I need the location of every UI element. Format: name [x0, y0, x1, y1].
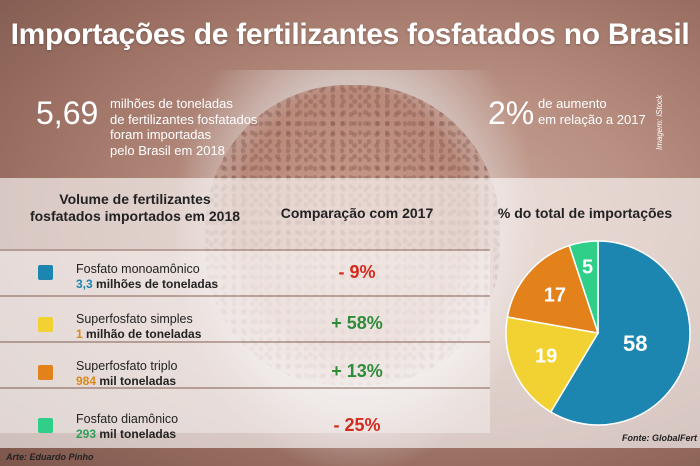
row-divider — [0, 295, 490, 297]
product-name: Superfosfato simples — [76, 312, 193, 326]
row-background — [0, 297, 490, 341]
header-volume-line: Volume de fertilizantes — [59, 191, 211, 207]
amount-number: 1 — [76, 327, 83, 341]
pie-value-label: 19 — [535, 346, 557, 368]
row-divider — [0, 249, 490, 251]
row-divider — [0, 387, 490, 389]
pie-value-label: 17 — [544, 285, 566, 307]
pie-slice-simple-superphosphate — [505, 316, 600, 413]
increase-value: 2% — [488, 95, 535, 131]
product-name: Fosfato monoamônico — [76, 262, 200, 276]
product-amount: 984 mil toneladas — [76, 374, 176, 388]
pie-slice-diammonium — [568, 240, 599, 334]
source-credit: Fonte: GlobalFert — [622, 433, 697, 443]
header-volume-line: fosfatados importados em 2018 — [29, 208, 241, 224]
amount-number: 293 — [76, 427, 97, 441]
legend-swatch-monoammonium — [38, 265, 53, 280]
share-pie-chart: 58 19 17 5 — [505, 240, 691, 426]
total-text-line: pelo Brasil em 2018 — [110, 142, 225, 158]
product-amount: 3,3 milhões de toneladas — [76, 277, 218, 291]
header-comparison: Comparação com 2017 — [280, 205, 434, 221]
art-credit: Arte: Eduardo Pinho — [6, 452, 94, 462]
header-volume: Volume de fertilizantes fosfatados impor… — [10, 191, 260, 225]
amount-unit: milhão de toneladas — [82, 327, 202, 341]
amount-unit: mil toneladas — [96, 374, 177, 388]
total-text-line: foram importadas — [110, 127, 212, 142]
row-background — [0, 343, 490, 387]
row-background — [0, 251, 490, 295]
total-imports-text: milhões de toneladas de fertilizantes fo… — [110, 96, 257, 158]
total-text-line: milhões de toneladas — [110, 96, 233, 111]
increase-text-line: em relação a 2017 — [538, 111, 646, 127]
amount-number: 3,3 — [76, 277, 93, 291]
product-amount: 1 milhão de toneladas — [76, 327, 201, 341]
increase-text: de aumento em relação a 2017 — [538, 96, 646, 127]
page-title: Importações de fertilizantes fosfatados … — [10, 18, 690, 51]
product-name: Superfosfato triplo — [76, 359, 178, 373]
change-value: + 58% — [331, 313, 383, 333]
amount-number: 984 — [76, 374, 97, 388]
pie-value-label: 5 — [582, 257, 593, 279]
increase-text-line: de aumento — [538, 96, 607, 111]
legend-swatch-simple-superphosphate — [38, 317, 53, 332]
pie-slice-monoammonium — [549, 240, 691, 426]
total-imports-value: 5,69 — [36, 95, 99, 131]
total-text-line: de fertilizantes fosfatados — [110, 111, 258, 127]
change-value: - 9% — [338, 262, 376, 282]
legend-swatch-triple-superphosphate — [38, 365, 53, 380]
pie-slice-triple-superphosphate — [506, 244, 600, 334]
product-amount: 293 mil toneladas — [76, 427, 176, 441]
row-divider — [0, 341, 490, 343]
header-share: % do total de importações — [497, 205, 673, 221]
pie-value-label: 58 — [623, 331, 647, 356]
amount-unit: milhões de toneladas — [92, 277, 219, 291]
image-credit: Imagem: iStock — [655, 94, 664, 150]
row-background — [0, 389, 490, 433]
change-value: - 25% — [333, 415, 381, 435]
product-name: Fosfato diamônico — [76, 412, 179, 426]
change-value: + 13% — [331, 361, 383, 381]
legend-swatch-diammonium — [38, 418, 53, 433]
amount-unit: mil toneladas — [96, 427, 177, 441]
